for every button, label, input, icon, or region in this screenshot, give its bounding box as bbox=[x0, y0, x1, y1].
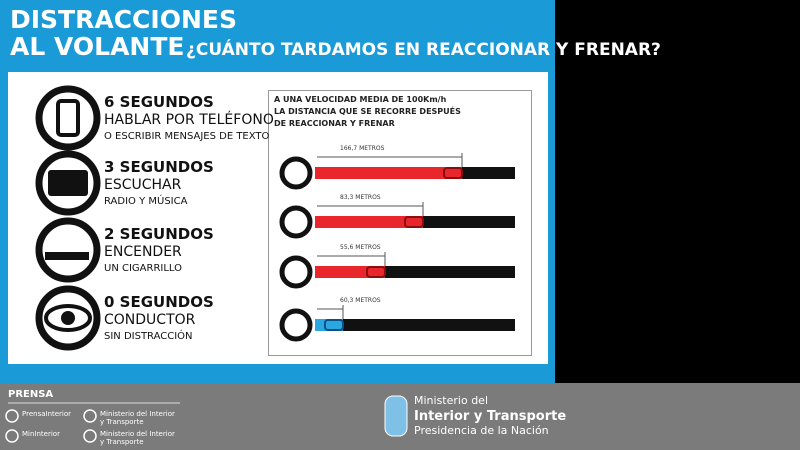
footer-right bbox=[555, 383, 800, 450]
distance-label: 166,7 METROS bbox=[340, 145, 385, 152]
footer-prensa: PRENSA bbox=[8, 389, 54, 400]
item-action: HABLAR POR TELÉFONO bbox=[104, 112, 274, 128]
item-detail: SIN DISTRACCIÓN bbox=[104, 331, 193, 342]
title: DISTRACCIONES AL VOLANTE bbox=[10, 6, 237, 60]
title-line: AL VOLANTE bbox=[10, 32, 185, 61]
phone-icon bbox=[56, 99, 80, 137]
chart-frame bbox=[268, 90, 532, 356]
ministry-line: Presidencia de la Nación bbox=[414, 424, 549, 437]
footer-link: PrensaInterior bbox=[22, 410, 72, 418]
item-time: 2 SEGUNDOS bbox=[104, 225, 214, 243]
footer-link: MinInterior bbox=[22, 430, 60, 438]
car bbox=[366, 266, 386, 278]
item-time: 0 SEGUNDOS bbox=[104, 293, 214, 311]
ministry-line: Ministerio del bbox=[414, 394, 488, 407]
distance-bar bbox=[315, 319, 343, 331]
social-icon bbox=[83, 409, 97, 423]
car bbox=[324, 319, 344, 331]
bar-icon bbox=[279, 156, 313, 190]
item-detail: RADIO Y MÚSICA bbox=[104, 196, 188, 207]
subtitle: ¿CUÁNTO TARDAMOS EN REACCIONAR Y FRENAR? bbox=[186, 40, 661, 60]
ministry-line: Interior y Transporte bbox=[414, 409, 567, 424]
distance-label: 60,3 METROS bbox=[340, 297, 381, 304]
item-time: 6 SEGUNDOS bbox=[104, 93, 214, 111]
item-detail: O ESCRIBIR MENSAJES DE TEXTO bbox=[104, 131, 270, 142]
shield bbox=[384, 395, 408, 437]
car bbox=[443, 167, 463, 179]
chart-caption: DE REACCIONAR Y FRENAR bbox=[274, 119, 395, 128]
footer-link: Ministerio del Interior y Transporte bbox=[100, 410, 175, 426]
item-action: ENCENDER bbox=[104, 244, 182, 260]
chart-caption: A UNA VELOCIDAD MEDIA DE 100Km/h bbox=[274, 95, 447, 104]
eye-pupil bbox=[61, 311, 75, 325]
item-detail: UN CIGARRILLO bbox=[104, 263, 183, 274]
bar-icon bbox=[279, 205, 313, 239]
car bbox=[404, 216, 424, 228]
item-action: CONDUCTOR bbox=[104, 312, 196, 328]
radio-icon bbox=[48, 170, 88, 196]
distance-label: 83,3 METROS bbox=[340, 194, 381, 201]
icon-circle bbox=[35, 85, 101, 151]
bar-icon bbox=[279, 308, 313, 342]
title-line: DISTRACCIONES bbox=[10, 5, 237, 34]
social-icon bbox=[5, 429, 19, 443]
social-icon bbox=[5, 409, 19, 423]
social-icon bbox=[83, 429, 97, 443]
footer bbox=[0, 383, 555, 450]
chart-caption: LA DISTANCIA QUE SE RECORRE DESPUÉS bbox=[274, 107, 461, 116]
footer-link: Ministerio del Interior y Transporte bbox=[100, 430, 175, 446]
item-action: ESCUCHAR bbox=[104, 177, 182, 193]
distance-label: 55,6 METROS bbox=[340, 244, 381, 251]
road bbox=[315, 319, 515, 331]
eye-icon bbox=[44, 304, 92, 332]
cigarette-icon bbox=[45, 252, 89, 260]
distance-bar bbox=[315, 216, 423, 228]
icon-circle bbox=[35, 217, 101, 283]
item-time: 3 SEGUNDOS bbox=[104, 158, 214, 176]
distance-bar bbox=[315, 167, 462, 179]
bar-icon bbox=[279, 255, 313, 289]
